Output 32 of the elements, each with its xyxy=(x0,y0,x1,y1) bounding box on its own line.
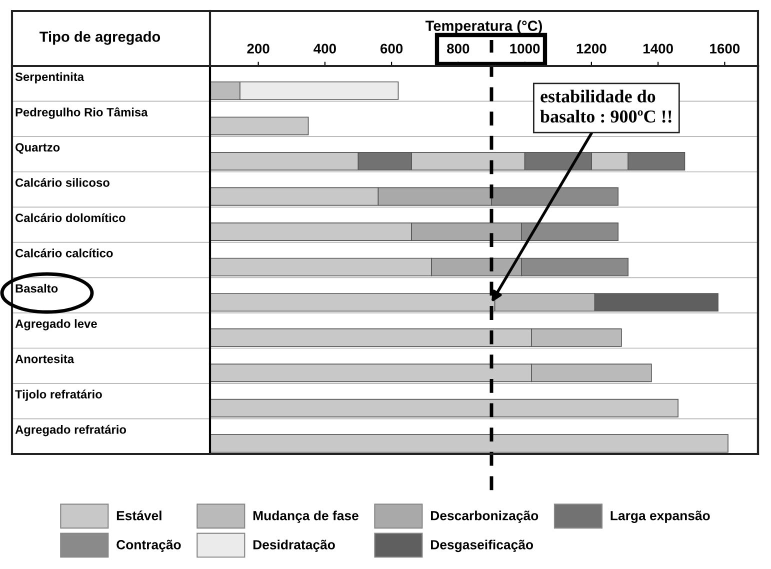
x-tick-label: 1600 xyxy=(710,44,740,54)
legend-label: Larga expansão xyxy=(610,510,710,523)
y-tick-label: Tijolo refratário xyxy=(15,390,102,401)
y-tick-label: Pedregulho Rio Tâmisa xyxy=(16,107,148,119)
y-axis-title: Tipo de agregado xyxy=(40,31,160,45)
legend-label: Contração xyxy=(116,540,181,552)
y-tick-label: Agregado leve xyxy=(15,319,97,330)
y-tick-label: Calcário calcítico xyxy=(15,248,113,258)
x-tick-label: 200 xyxy=(247,44,270,54)
y-tick-label: Quartzo xyxy=(15,143,60,154)
x-tick-label: 1000 xyxy=(510,44,540,54)
y-tick-label: Calcário dolomítico xyxy=(15,213,126,222)
x-tick-label: 1200 xyxy=(576,44,606,54)
legend-label: Mudança de fase xyxy=(253,510,358,523)
legend-label: Desidratação xyxy=(253,540,335,552)
x-tick-label: 800 xyxy=(447,44,470,54)
legend-label: Estável xyxy=(116,510,162,520)
x-tick-label: 1400 xyxy=(643,44,673,54)
bar xyxy=(210,434,728,453)
y-tick-label: Anortesita xyxy=(15,354,74,364)
y-tick-label: Calcário silicoso xyxy=(15,178,110,187)
bar xyxy=(210,116,309,136)
y-tick-label: Agregado refratário xyxy=(15,424,126,436)
bar xyxy=(210,398,678,418)
legend-label: Desgaseificação xyxy=(431,540,534,552)
y-tick-label: Serpentinita xyxy=(15,72,84,84)
legend-label: Descarbonização xyxy=(431,510,538,523)
annotation: estabilidade do basalto : 900ºC !! xyxy=(540,90,672,123)
y-tick-label: Basalto xyxy=(16,284,58,293)
x-tick-label: 600 xyxy=(380,44,403,54)
x-tick-label: 400 xyxy=(314,44,336,54)
x-axis-title: Temperatura (°C) xyxy=(425,20,542,34)
